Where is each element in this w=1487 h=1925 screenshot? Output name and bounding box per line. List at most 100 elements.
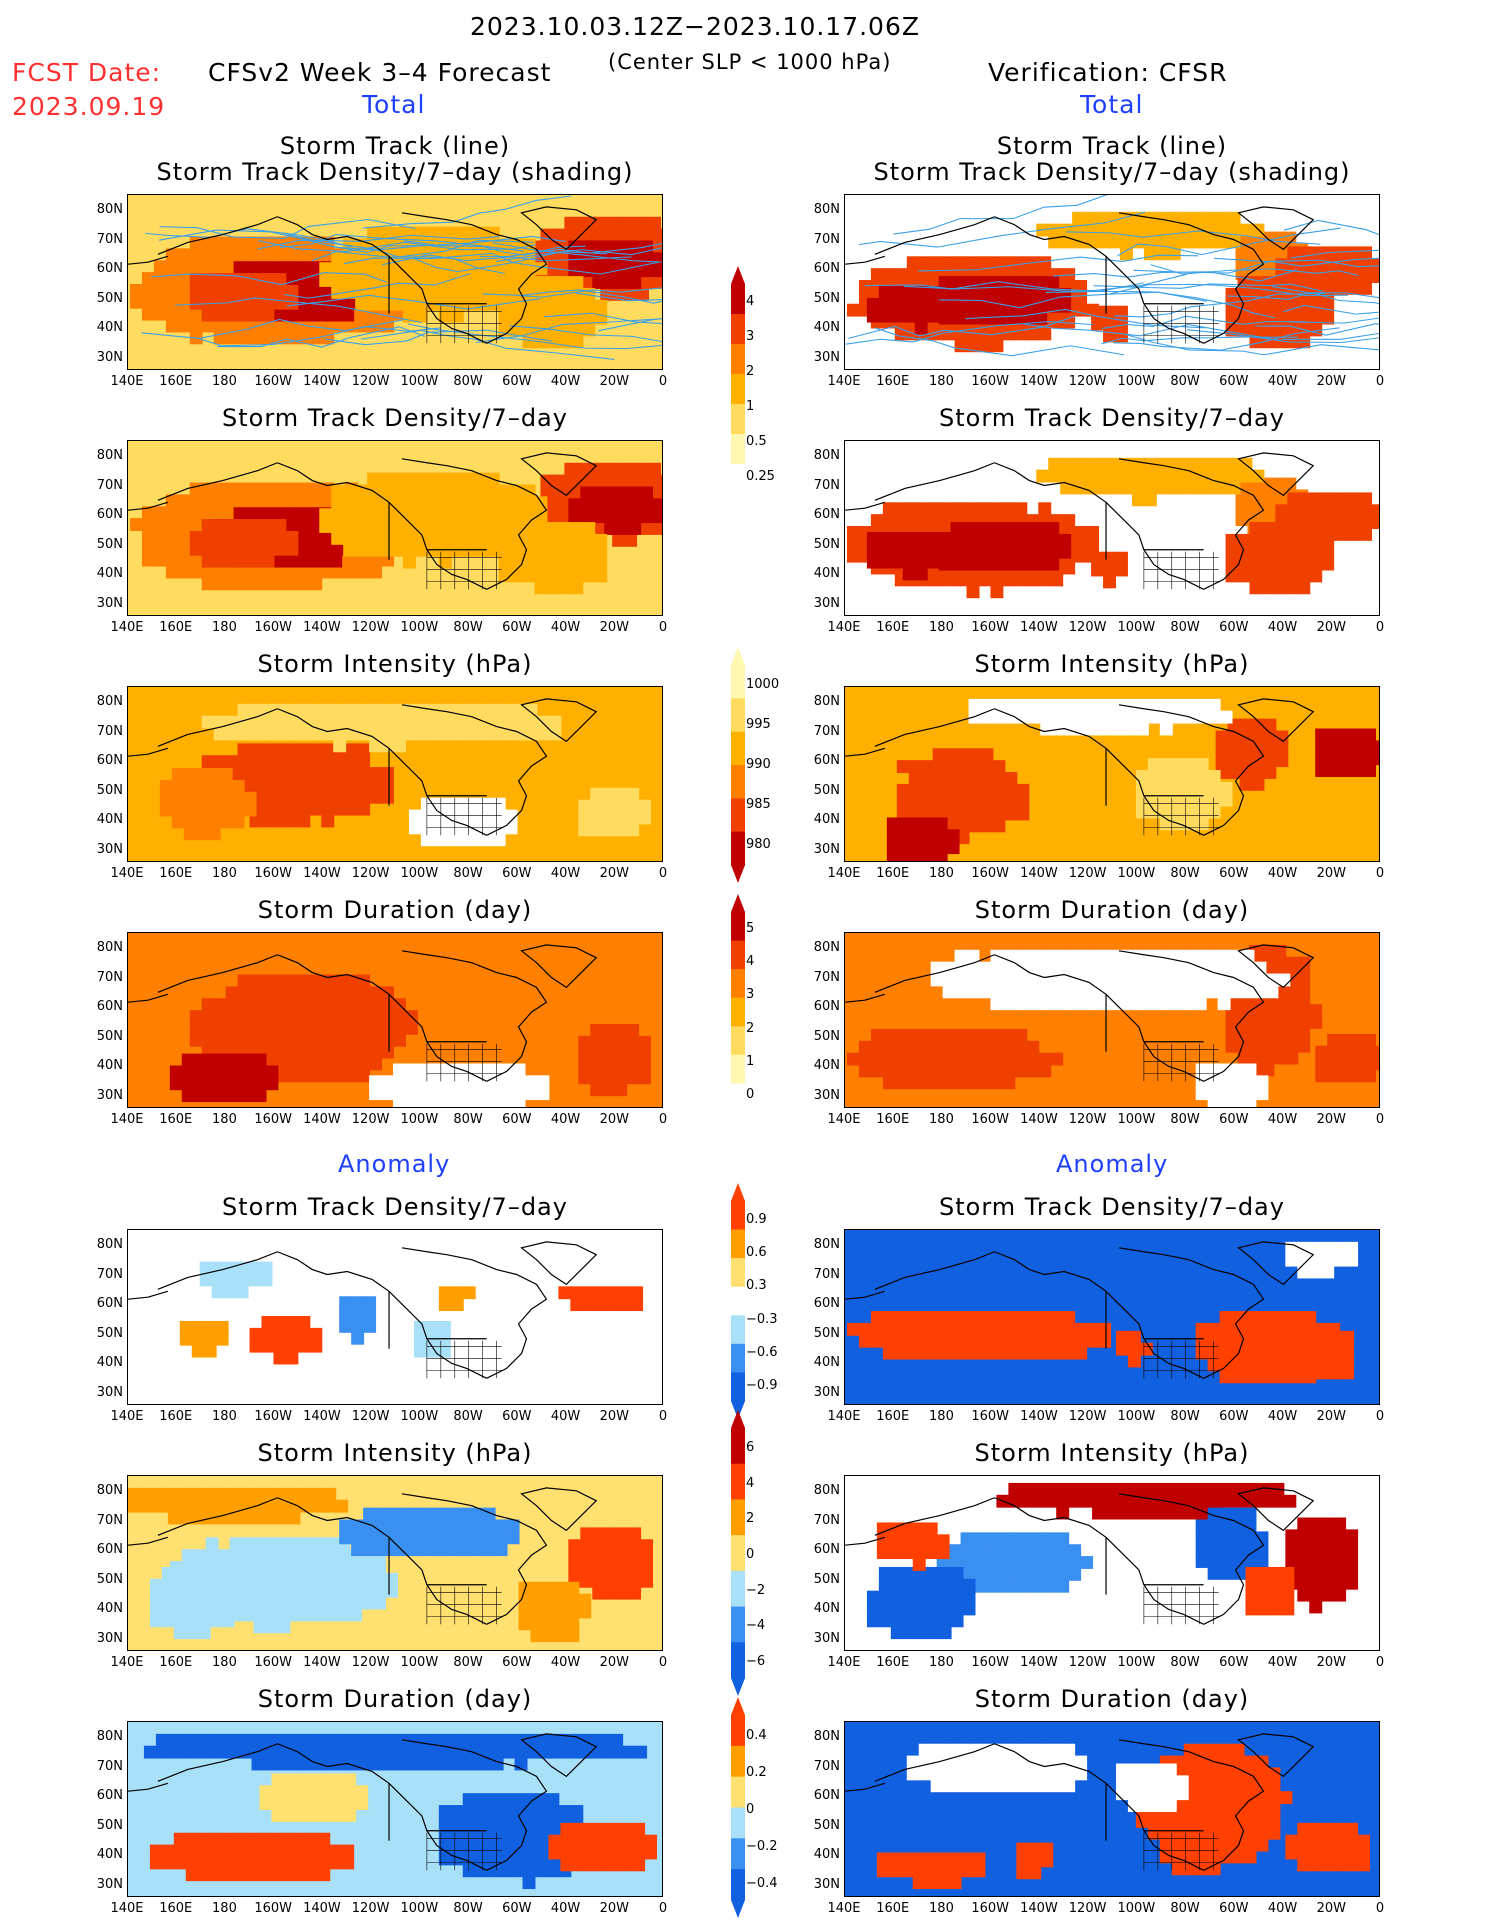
field-cell (438, 472, 452, 486)
lon-tick-label: 140W (1020, 1655, 1058, 1670)
field-cell (930, 1779, 944, 1793)
field-cell (1207, 1087, 1221, 1101)
field-cell (1247, 501, 1261, 515)
field-cell (924, 1876, 938, 1890)
field-cell (1267, 1311, 1281, 1324)
field-cell (628, 276, 642, 289)
field-cell (948, 1876, 962, 1890)
field-cell (934, 829, 948, 843)
field-cell (628, 522, 642, 535)
field-cell (197, 1626, 211, 1640)
field-cell (1309, 1517, 1323, 1531)
field-cell (321, 482, 335, 496)
field-cell (1351, 1069, 1365, 1083)
field-cell (277, 1572, 291, 1586)
field-cell (996, 1567, 1010, 1581)
field-cell (1267, 1346, 1281, 1360)
field-cell (564, 228, 578, 242)
field-cell (1020, 1251, 1034, 1265)
field-cell (1163, 1293, 1177, 1307)
field-cell (1291, 1358, 1305, 1372)
field-cell (1080, 1287, 1094, 1301)
field-cell (1239, 718, 1253, 732)
field-cell (261, 542, 275, 556)
field-cell (978, 985, 992, 999)
field-cell (968, 783, 982, 797)
colorbar-segment (731, 997, 745, 1027)
lon-tick-label: 60W (502, 620, 532, 635)
field-cell (886, 829, 900, 843)
coastline (401, 212, 548, 344)
field-cell (131, 1499, 145, 1513)
field-cell (1022, 299, 1036, 313)
field-cell (1080, 1263, 1094, 1277)
field-cell (1104, 1506, 1117, 1520)
field-cell (426, 508, 440, 522)
field-cell (462, 250, 476, 264)
field-cell (858, 1052, 872, 1066)
field-cell (159, 803, 173, 817)
field-cell (381, 1021, 395, 1035)
lat-tick-label: 80N (813, 1729, 840, 1744)
field-cell (321, 1045, 335, 1059)
field-cell (211, 1285, 225, 1299)
field-cell (1076, 698, 1090, 712)
field-cell (1255, 1346, 1269, 1360)
coastline (994, 462, 1204, 590)
coastline (845, 1290, 886, 1300)
field-cell (486, 531, 500, 545)
field-cell (1074, 985, 1088, 999)
field-cell (1339, 740, 1353, 754)
field-cell (231, 803, 245, 817)
field-cell (1096, 211, 1110, 225)
field-cell (1273, 944, 1287, 958)
field-cell (297, 1045, 311, 1059)
field-cell (580, 1574, 594, 1588)
field-cell (628, 1551, 642, 1564)
field-cell (231, 791, 245, 805)
coastline (157, 708, 278, 747)
field-cell (534, 1840, 548, 1854)
field-cell (984, 1556, 998, 1569)
field-cell (592, 240, 606, 254)
colorbar-segment (731, 1054, 745, 1084)
field-cell (398, 1507, 412, 1521)
field-cell (177, 319, 191, 333)
field-cell (225, 482, 239, 496)
field-cell (580, 240, 594, 254)
field-cell (283, 1797, 297, 1810)
field-cell (1014, 502, 1028, 516)
lon-tick-label: 120W (1068, 866, 1107, 881)
field-cell (369, 986, 383, 1000)
field-cell (1195, 1814, 1209, 1828)
field-cell (1285, 992, 1299, 1006)
field-cell (1014, 1346, 1028, 1360)
colorbar-segment (731, 1343, 745, 1373)
field-cell (379, 297, 393, 311)
field-cell (1108, 235, 1121, 249)
field-cell (1207, 1791, 1221, 1805)
field-cell (920, 760, 934, 774)
field-cell (508, 978, 522, 992)
field-cell (1259, 1482, 1273, 1496)
field-cell (614, 1059, 628, 1073)
field-cell (1080, 1251, 1094, 1265)
field-cell (452, 727, 466, 741)
field-cell (1297, 1846, 1311, 1860)
field-cell (616, 1539, 630, 1553)
field-cell (285, 790, 299, 804)
field-cell (930, 961, 944, 975)
field-cell (219, 791, 233, 805)
field-cell (1333, 1253, 1347, 1267)
field-cell (1249, 557, 1263, 571)
field-cell (462, 520, 476, 533)
field-cell (914, 531, 928, 545)
field-cell (996, 1579, 1010, 1593)
field-cell (1114, 551, 1128, 565)
field-cell (249, 331, 263, 345)
field-cell (990, 1743, 1004, 1757)
field-cell (626, 823, 640, 837)
field-cell (285, 778, 299, 792)
field-cell (930, 256, 944, 270)
field-cell (189, 307, 203, 321)
